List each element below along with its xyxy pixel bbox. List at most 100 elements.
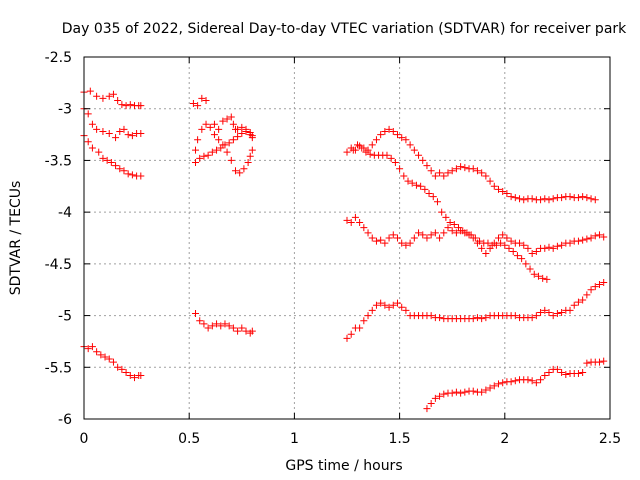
data-point [137, 372, 145, 380]
data-point [198, 125, 206, 133]
data-point [446, 218, 454, 226]
data-point [360, 224, 368, 232]
data-point [490, 182, 498, 190]
data-point [419, 156, 427, 164]
data-point [579, 236, 587, 244]
data-point [372, 301, 380, 309]
data-point [349, 146, 357, 154]
series-s6 [189, 94, 210, 110]
data-point [553, 242, 561, 250]
data-point [402, 241, 410, 249]
data-point [362, 148, 370, 156]
data-point [368, 141, 376, 149]
data-point [215, 136, 223, 144]
data-point [528, 377, 536, 385]
data-point [122, 368, 130, 376]
data-point [118, 365, 126, 373]
data-point [412, 181, 420, 189]
data-point [461, 388, 469, 396]
data-point [343, 216, 351, 224]
data-point [221, 320, 229, 328]
data-point [402, 306, 410, 314]
data-point [396, 165, 404, 173]
data-point [124, 170, 132, 178]
data-point [415, 229, 423, 237]
data-point [532, 312, 540, 320]
data-point [229, 136, 237, 144]
data-point [566, 239, 574, 247]
data-point [244, 158, 252, 166]
data-point [553, 365, 561, 373]
data-point [558, 368, 566, 376]
data-point [231, 167, 239, 175]
data-point [427, 399, 435, 407]
data-point [469, 387, 477, 395]
data-point [436, 314, 444, 322]
data-point [109, 358, 117, 366]
data-point [204, 151, 212, 159]
series-s14 [343, 278, 608, 342]
data-point [574, 298, 582, 306]
data-point [88, 144, 96, 152]
data-point [452, 388, 460, 396]
data-point [429, 193, 437, 201]
data-point [208, 322, 216, 330]
data-point [444, 169, 452, 177]
data-point [507, 193, 515, 201]
series-s7 [210, 131, 256, 177]
data-point [534, 272, 542, 280]
data-point [465, 231, 473, 239]
x-tick-label: 1.5 [388, 431, 410, 447]
data-point [368, 306, 376, 314]
data-point [202, 120, 210, 128]
data-point [389, 231, 397, 239]
data-point [469, 315, 477, 323]
data-point [494, 185, 502, 193]
data-point [436, 234, 444, 242]
data-point [99, 127, 107, 135]
data-point [425, 190, 433, 198]
data-point [499, 231, 507, 239]
data-point [545, 308, 553, 316]
data-point [532, 379, 540, 387]
data-point [393, 299, 401, 307]
data-point [227, 156, 235, 164]
data-point [444, 224, 452, 232]
data-point [215, 125, 223, 133]
data-point [126, 101, 134, 109]
data-point [450, 221, 458, 229]
data-point [574, 369, 582, 377]
data-point [200, 320, 208, 328]
data-point [583, 359, 591, 367]
data-point [486, 244, 494, 252]
y-tick-label: -5.5 [45, 360, 72, 376]
data-point [436, 392, 444, 400]
data-point [522, 260, 530, 268]
data-point [457, 389, 465, 397]
data-point [391, 158, 399, 166]
y-tick-label: -2.5 [45, 50, 72, 66]
data-point [461, 164, 469, 172]
data-point [497, 239, 505, 247]
data-point [213, 320, 221, 328]
data-point [358, 144, 366, 152]
data-point [541, 306, 549, 314]
data-point [587, 195, 595, 203]
data-point [440, 229, 448, 237]
data-point [225, 322, 233, 330]
data-point [499, 379, 507, 387]
data-point [507, 378, 515, 386]
data-point [473, 314, 481, 322]
data-point [511, 194, 519, 202]
data-point [103, 156, 111, 164]
data-marks [80, 87, 608, 413]
data-point [126, 372, 134, 380]
data-point [393, 131, 401, 139]
series-s2 [80, 105, 145, 142]
data-point [537, 376, 545, 384]
data-point [431, 394, 439, 402]
data-point [448, 389, 456, 397]
data-point [545, 196, 553, 204]
data-point [202, 96, 210, 104]
data-point [206, 123, 214, 131]
